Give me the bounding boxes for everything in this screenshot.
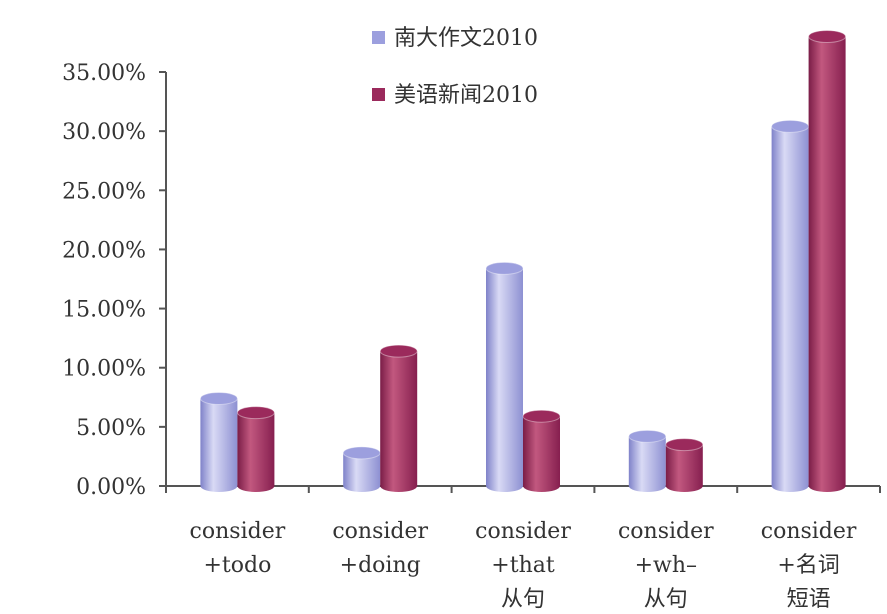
legend: 南大作文2010 美语新闻2010	[372, 26, 538, 108]
x-category-label: consider +todo	[190, 519, 286, 578]
bar-body	[771, 126, 809, 486]
bar-cap	[771, 119, 810, 133]
bar-body	[486, 268, 523, 486]
y-tick-labels: 0.00% 5.00% 10.00% 15.00% 20.00% 25.00% 30.00%…	[62, 61, 166, 500]
bar-cap	[199, 391, 238, 405]
y-tick-label: 10.00%	[62, 357, 146, 382]
x-category-label-line: consider	[332, 519, 428, 544]
bar-body	[237, 412, 275, 486]
x-category-label-line: 从句	[644, 587, 688, 612]
bar-base	[808, 480, 846, 492]
bar-5-series-2	[808, 30, 847, 492]
x-category-label: consider +that 从句	[475, 519, 571, 612]
bar-cap	[342, 446, 381, 460]
bar-base	[771, 480, 809, 492]
bars	[199, 30, 847, 492]
x-category-label-line: 短语	[787, 587, 831, 612]
y-tick-label: 25.00%	[62, 179, 146, 204]
x-category-labels: consider +todo consider +doing consider +that…	[190, 519, 857, 612]
bar-base	[523, 480, 560, 492]
x-category-label-line: consider	[190, 519, 286, 544]
x-category-label: consider +doing	[332, 519, 428, 578]
legend-swatch-series-2	[372, 88, 385, 101]
x-category-label: consider +wh– 从句	[618, 519, 714, 612]
legend-label-series-2: 美语新闻2010	[394, 83, 538, 108]
bar-body	[665, 444, 703, 486]
x-category-label-line: +wh–	[635, 553, 697, 578]
y-axis: 0.00% 5.00% 10.00% 15.00% 20.00% 25.00% 30.00%…	[62, 61, 167, 500]
bar-cap	[628, 429, 667, 443]
x-category-label-line: consider	[761, 519, 857, 544]
y-tick-label: 15.00%	[62, 298, 146, 323]
bar-2-series-1	[342, 446, 381, 492]
x-category-label-line: 从句	[501, 587, 545, 612]
y-tick-label: 0.00%	[76, 475, 146, 500]
bar-base	[380, 480, 418, 492]
bar-body	[200, 398, 238, 486]
bar-body	[628, 436, 666, 486]
y-tick-label: 20.00%	[62, 238, 146, 263]
x-category-label-line: +名词	[777, 553, 839, 578]
bar-cap	[485, 261, 524, 275]
bar-cap	[236, 406, 275, 420]
bar-body	[380, 351, 418, 486]
x-category-label-line: +todo	[203, 553, 271, 578]
bar-body	[523, 416, 560, 486]
x-category-label: consider +名词短语	[761, 519, 857, 612]
bar-base	[665, 480, 703, 492]
x-axis: consider +todo consider +doing consider +that…	[165, 485, 881, 612]
bar-3-series-2	[522, 409, 561, 492]
bar-cap	[379, 344, 418, 358]
bar-base	[200, 480, 238, 492]
bar-body	[808, 36, 846, 487]
bar-5-series-1	[771, 119, 810, 492]
x-category-label-line: consider	[475, 519, 571, 544]
bar-4-series-1	[628, 429, 667, 492]
bar-1-series-2	[236, 406, 275, 492]
bar-cap	[808, 30, 847, 44]
bar-cap	[522, 409, 561, 423]
bar-cap	[665, 438, 704, 452]
bar-1-series-1	[199, 391, 238, 492]
x-category-label-line: +doing	[340, 553, 421, 578]
x-tick-marks	[165, 486, 881, 493]
y-tick-label: 30.00%	[62, 120, 146, 145]
bar-base	[486, 480, 523, 492]
bar-4-series-2	[665, 438, 704, 492]
y-tick-label: 35.00%	[62, 61, 146, 86]
x-category-label-line: consider	[618, 519, 714, 544]
bar-base	[237, 480, 275, 492]
bar-base	[628, 480, 666, 492]
legend-label-series-1: 南大作文2010	[394, 26, 538, 51]
legend-swatch-series-1	[372, 31, 385, 44]
bar-2-series-2	[379, 344, 418, 492]
x-category-label-line: +that	[491, 553, 555, 578]
bar-3-series-1	[485, 261, 524, 492]
bar-base	[343, 480, 381, 492]
y-tick-label: 5.00%	[76, 416, 146, 441]
